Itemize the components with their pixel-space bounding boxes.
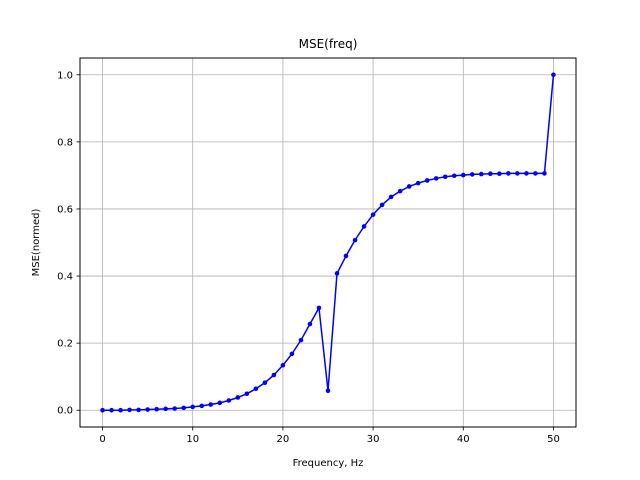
x-tick-label: 30	[367, 434, 380, 445]
data-point	[163, 406, 168, 412]
data-point	[451, 173, 457, 179]
y-tick-label: 1.0	[57, 70, 73, 81]
y-tick-label: 0.6	[57, 204, 73, 215]
data-point	[271, 372, 277, 378]
data-point	[127, 407, 132, 413]
data-point	[118, 407, 123, 413]
data-point	[379, 202, 385, 208]
data-point	[244, 391, 250, 397]
data-point	[181, 405, 187, 411]
data-point	[506, 171, 511, 176]
data-point	[136, 407, 141, 413]
data-point	[154, 406, 159, 412]
data-point	[406, 184, 412, 189]
data-point	[515, 171, 520, 176]
data-point	[460, 172, 466, 178]
data-series	[100, 72, 556, 413]
data-point	[542, 171, 547, 176]
data-point	[316, 305, 322, 311]
data-point	[145, 407, 150, 412]
data-point	[433, 176, 439, 181]
data-point	[551, 72, 556, 78]
y-tick-label: 0.0	[57, 406, 73, 417]
y-axis-label: MSE(normed)	[31, 209, 42, 277]
data-point	[262, 380, 268, 386]
x-axis-label: Frequency, Hz	[293, 458, 364, 469]
data-point	[199, 403, 205, 409]
data-point	[343, 253, 349, 259]
grid	[80, 58, 576, 427]
y-tick-label: 0.4	[57, 272, 73, 283]
data-point	[217, 400, 223, 406]
data-point	[352, 237, 358, 243]
x-tick-label: 10	[186, 434, 199, 445]
data-point	[415, 180, 421, 186]
x-tick-label: 20	[277, 434, 290, 445]
data-point	[334, 271, 340, 276]
data-point	[533, 171, 538, 176]
data-point	[172, 406, 177, 411]
x-tick-label: 40	[457, 434, 470, 445]
y-tick-label: 0.2	[57, 339, 73, 350]
plot-frame	[79, 57, 577, 428]
data-point	[479, 171, 484, 177]
data-point	[524, 171, 529, 176]
data-point	[488, 171, 493, 177]
data-point	[442, 174, 448, 180]
data-point	[226, 398, 232, 403]
x-tick-label: 0	[99, 434, 105, 445]
data-point	[388, 194, 394, 200]
axis-ticks: 0 10 20 30 40 50 0.0 0.2 0.4 0.6 0.8 1.0	[57, 70, 560, 445]
data-point	[298, 337, 304, 343]
data-point	[289, 351, 295, 357]
data-point	[397, 188, 403, 194]
data-point	[424, 178, 430, 183]
data-point	[253, 386, 259, 392]
chart-title: MSE(freq)	[299, 37, 358, 51]
data-point	[361, 224, 367, 229]
data-point	[280, 362, 286, 368]
data-point	[325, 388, 331, 394]
data-point	[235, 395, 241, 400]
x-tick-label: 50	[547, 434, 560, 445]
data-point	[370, 212, 376, 217]
data-point	[208, 402, 214, 407]
data-point	[100, 407, 105, 413]
data-point	[190, 404, 196, 410]
data-point	[497, 171, 502, 177]
data-point	[307, 321, 313, 327]
y-tick-label: 0.8	[57, 137, 73, 148]
data-point	[109, 407, 114, 413]
data-point	[469, 172, 475, 177]
